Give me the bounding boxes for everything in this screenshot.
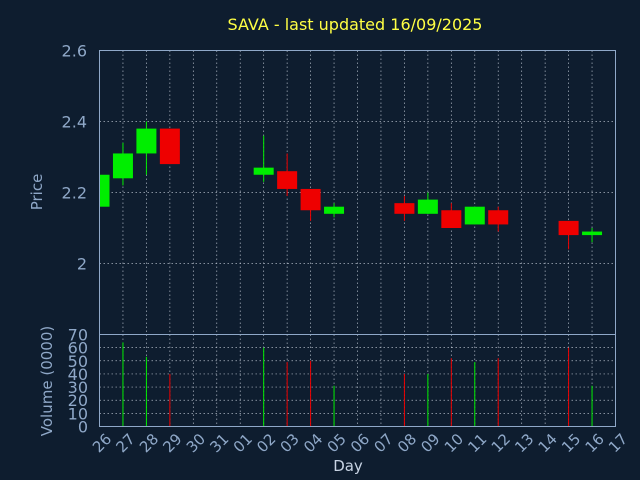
x-tick-label: 05	[324, 430, 350, 456]
x-tick-label: 30	[183, 430, 209, 456]
candle-05	[324, 203, 345, 218]
candle-03	[277, 153, 298, 197]
x-tick-label: 27	[112, 430, 138, 456]
candle-body	[300, 188, 321, 211]
x-tick-label: 06	[347, 430, 373, 456]
volume-tick-label: 50	[68, 352, 88, 371]
x-tick-label: 08	[394, 430, 420, 456]
candle-10	[441, 203, 462, 228]
volume-bars	[122, 342, 593, 427]
x-axis-label: Day	[333, 457, 363, 475]
candle-11	[464, 206, 485, 225]
candle-body	[582, 231, 603, 236]
candle-29	[159, 128, 180, 165]
volume-tick-label: 10	[68, 404, 88, 423]
candle-body	[558, 220, 579, 236]
x-tick-label: 15	[558, 430, 584, 456]
price-axis-label: Price	[28, 174, 46, 211]
volume-tick-label: 0	[78, 418, 88, 437]
x-tick-label: 01	[230, 430, 256, 456]
x-tick-label: 02	[253, 430, 279, 456]
candle-28	[136, 121, 157, 175]
price-tick-label: 2	[77, 255, 87, 274]
candle-02	[253, 135, 274, 182]
x-tick-labels: 2627282930310102030405060708091011121314…	[89, 430, 631, 456]
price-tick-label: 2.2	[62, 184, 87, 203]
candle-body	[253, 167, 274, 175]
price-grid	[99, 50, 616, 335]
x-tick-label: 17	[605, 430, 631, 456]
x-tick-label: 31	[206, 430, 232, 456]
candle-body	[464, 206, 485, 225]
x-tick-label: 13	[511, 430, 537, 456]
x-tick-label: 11	[464, 430, 490, 456]
volume-frame	[99, 334, 616, 427]
price-tick-labels: 2.6 2.4 2.2 2	[62, 42, 87, 274]
price-tick-label: 2.4	[62, 113, 87, 132]
volume-grid	[99, 334, 616, 427]
chart-title: SAVA - last updated 16/09/2025	[228, 15, 483, 34]
x-tick-label: 07	[370, 430, 396, 456]
price-panel: 2.6 2.4 2.2 2 Price	[28, 42, 616, 335]
x-tick-label: 14	[535, 430, 561, 456]
candle-body	[99, 174, 110, 207]
candle-16	[582, 228, 603, 243]
candle-04	[300, 188, 321, 221]
candle-12	[488, 206, 509, 232]
candle-09	[417, 192, 438, 214]
x-tick-label: 16	[582, 430, 608, 456]
candle-27	[112, 142, 133, 186]
candle-body	[441, 210, 462, 228]
x-tick-label: 29	[159, 430, 185, 456]
candle-body	[324, 206, 345, 214]
candle-15	[558, 220, 579, 250]
price-candles	[99, 121, 603, 250]
candle-body	[417, 199, 438, 214]
candle-08	[394, 196, 415, 221]
x-tick-label: 28	[136, 430, 162, 456]
volume-tick-label: 30	[68, 378, 88, 397]
candle-body	[394, 203, 415, 214]
volume-tick-label: 40	[68, 365, 88, 384]
volume-tick-label: 70	[68, 326, 88, 345]
x-tick-label: 03	[277, 430, 303, 456]
x-tick-label: 04	[300, 430, 326, 456]
volume-tick-label: 60	[68, 339, 88, 358]
candle-body	[112, 153, 133, 179]
candle-body	[136, 128, 157, 154]
volume-axis-label: Volume (0000)	[38, 326, 56, 436]
candle-body	[488, 210, 509, 225]
candle-body	[159, 128, 180, 165]
candle-26	[99, 174, 110, 207]
price-tick-label: 2.6	[62, 42, 87, 61]
x-tick-label: 09	[417, 430, 443, 456]
x-tick-label: 26	[89, 430, 115, 456]
candle-body	[277, 171, 298, 189]
x-tick-label: 10	[441, 430, 467, 456]
volume-tick-label: 20	[68, 391, 88, 410]
x-tick-label: 12	[488, 430, 514, 456]
